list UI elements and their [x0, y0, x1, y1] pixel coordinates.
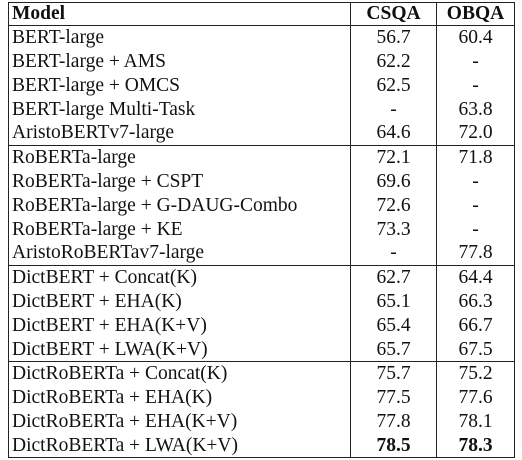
cell-obqa: -: [436, 73, 515, 98]
cell-csqa: 75.7: [350, 361, 437, 386]
cell-model: DictRoBERTa + EHA(K+V): [12, 410, 238, 432]
table-row: DictRoBERTa + EHA(K) 77.5 77.6: [9, 385, 515, 410]
header-obqa: OBQA: [436, 2, 515, 26]
table-row: DictRoBERTa + LWA(K+V) 78.5 78.3: [9, 433, 515, 458]
cell-obqa: 66.7: [436, 313, 515, 338]
cell-obqa: 78.1: [436, 409, 515, 434]
cell-csqa: 69.6: [350, 169, 437, 194]
cell-obqa: 64.4: [436, 264, 515, 290]
cell-model: RoBERTa-large: [8, 144, 351, 170]
cell-csqa: 56.7: [350, 24, 437, 50]
cell-model: BERT-large: [8, 24, 351, 50]
table-row: DictBERT + EHA(K+V) 65.4 66.7: [9, 313, 515, 338]
table-row: RoBERTa-large + KE 73.3-: [9, 217, 515, 242]
table-row: BERT-large + AMS 62.2-: [9, 49, 515, 74]
cell-model: DictBERT + Concat(K): [8, 264, 351, 290]
cell-model: DictBERT + LWA(K+V): [12, 338, 208, 360]
cell-obqa: 63.8: [436, 97, 515, 122]
cell-obqa: -: [436, 193, 515, 218]
cell-model: DictRoBERTa + EHA(K): [12, 387, 213, 409]
cell-model: BERT-large + AMS: [12, 50, 166, 72]
cell-model: RoBERTa-large + KE: [12, 218, 183, 240]
cell-obqa: -: [436, 217, 515, 242]
cell-model: AristoRoBERTav7-large: [12, 242, 205, 264]
cell-csqa: 65.1: [350, 289, 437, 314]
header-csqa: CSQA: [350, 2, 437, 26]
cell-model: DictBERT + EHA(K): [12, 290, 182, 312]
cell-obqa: 77.6: [436, 385, 515, 410]
cell-obqa: 60.4: [436, 24, 515, 50]
cell-csqa: 62.7: [350, 264, 437, 290]
cell-csqa: 77.8: [350, 409, 437, 434]
table-row: DictRoBERTa + Concat(K) 75.7 75.2: [8, 361, 515, 386]
cell-obqa: -: [436, 169, 515, 194]
header-model: Model: [8, 2, 351, 26]
cell-csqa: 77.5: [350, 385, 437, 410]
cell-obqa: 75.2: [436, 361, 515, 386]
cell-csqa: 78.5: [350, 433, 437, 458]
cell-obqa: 72.0: [436, 121, 515, 146]
results-table: Model CSQA OBQA BERT-large 56.7 60.4 BERT-l…: [8, 2, 515, 459]
cell-model: DictBERT + EHA(K+V): [12, 314, 207, 336]
cell-csqa: 72.1: [350, 144, 437, 170]
table-row: BERT-large Multi-Task -63.8: [9, 97, 515, 122]
cell-csqa: 72.6: [350, 193, 437, 218]
table-row: AristoBERTv7-large 64.6 72.0: [9, 121, 515, 146]
cell-obqa: 71.8: [436, 144, 515, 170]
table-body: BERT-large 56.7 60.4 BERT-large + AMS 62.2- B…: [8, 24, 515, 458]
cell-obqa: -: [436, 49, 515, 74]
cell-csqa: -: [350, 97, 437, 122]
table-row: DictBERT + Concat(K) 62.7 64.4: [8, 264, 515, 290]
table-row: DictBERT + EHA(K) 65.1 66.3: [9, 289, 515, 314]
cell-model: BERT-large + OMCS: [12, 74, 181, 96]
cell-obqa: 77.8: [436, 241, 515, 266]
table-row: RoBERTa-large + CSPT 69.6-: [9, 169, 515, 194]
cell-csqa: 62.5: [350, 73, 437, 98]
cell-csqa: -: [350, 241, 437, 266]
cell-obqa: 78.3: [436, 433, 515, 458]
cell-model: DictRoBERTa + Concat(K): [8, 361, 351, 386]
cell-csqa: 64.6: [350, 121, 437, 146]
cell-obqa: 67.5: [436, 337, 515, 362]
cell-obqa: 66.3: [436, 289, 515, 314]
cell-csqa: 73.3: [350, 217, 437, 242]
header-row: Model CSQA OBQA: [8, 2, 515, 26]
cell-model: RoBERTa-large + G-DAUG-Combo: [12, 194, 298, 216]
table-row: AristoRoBERTav7-large -77.8: [9, 241, 515, 266]
table-header: Model CSQA OBQA: [8, 2, 515, 26]
table-row: DictBERT + LWA(K+V) 65.7 67.5: [9, 337, 515, 362]
table-row: DictRoBERTa + EHA(K+V) 77.8 78.1: [9, 409, 515, 434]
cell-model: BERT-large Multi-Task: [12, 98, 196, 120]
cell-csqa: 65.4: [350, 313, 437, 338]
table-row: RoBERTa-large + G-DAUG-Combo 72.6-: [9, 193, 515, 218]
table-row: BERT-large 56.7 60.4: [8, 24, 515, 50]
table-row: RoBERTa-large 72.1 71.8: [8, 144, 515, 170]
cell-model: DictRoBERTa + LWA(K+V): [12, 434, 238, 456]
table-row: BERT-large + OMCS 62.5-: [9, 73, 515, 98]
cell-model: AristoBERTv7-large: [12, 122, 175, 144]
cell-csqa: 62.2: [350, 49, 437, 74]
cell-model: RoBERTa-large + CSPT: [12, 170, 204, 192]
cell-csqa: 65.7: [350, 337, 437, 362]
